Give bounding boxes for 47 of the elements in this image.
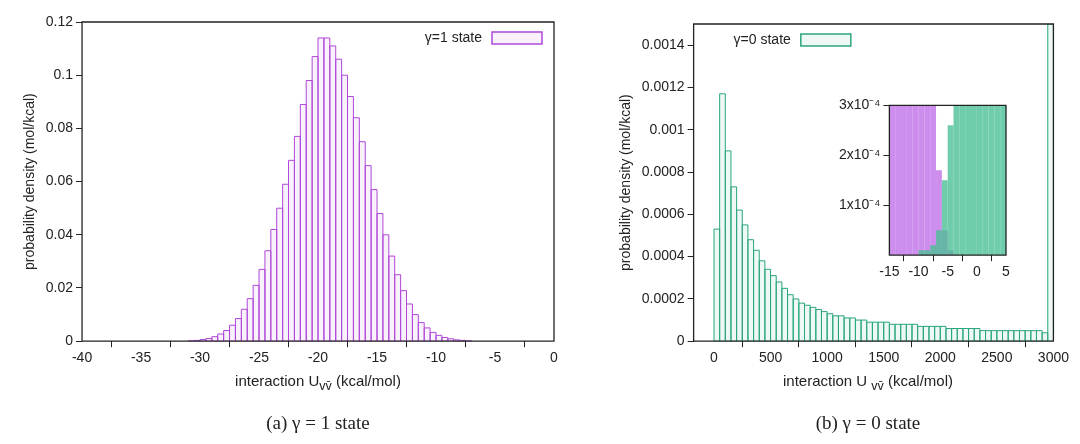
y-tick-label: 3x10⁻⁴ bbox=[839, 96, 881, 113]
legend-label: γ=1 state bbox=[424, 28, 483, 45]
text: (a) γ = 1 state bbox=[265, 412, 371, 434]
y-tick-label: 0.0004 bbox=[641, 247, 685, 264]
x-tick-label: 3000 bbox=[1037, 349, 1070, 366]
y-tick-label: 0.0012 bbox=[641, 78, 685, 95]
y-tick-label: 0 bbox=[676, 332, 685, 349]
y-axis-title: probability density (mol/kcal) bbox=[617, 94, 634, 271]
y-tick-label: 0 bbox=[65, 332, 74, 349]
x-tick-label: 5 bbox=[1002, 263, 1011, 280]
x-tick-label: -10 bbox=[425, 349, 447, 366]
x-tick-label: 2500 bbox=[981, 349, 1013, 366]
y-tick-label: 0.02 bbox=[45, 278, 74, 295]
x-axis-title: interaction U $_{vv̄}$ (kcal/mol) bbox=[781, 372, 954, 393]
y-tick-label: 1x10⁻⁴ bbox=[839, 196, 881, 213]
x-tick-label: -15 bbox=[366, 349, 388, 366]
x-tick-label: 0 bbox=[972, 263, 981, 280]
x-tick-label: 1500 bbox=[868, 349, 900, 366]
x-tick-label: -5 bbox=[488, 349, 502, 366]
legend-label: γ=0 state bbox=[733, 30, 792, 47]
x-tick-label: 1000 bbox=[811, 349, 843, 366]
y-tick-label: 2x10⁻⁴ bbox=[839, 146, 881, 163]
y-tick-label: 0.0008 bbox=[641, 162, 685, 179]
x-tick-label: -15 bbox=[879, 263, 900, 280]
y-tick-label: 0.04 bbox=[45, 225, 74, 242]
x-tick-label: 0 bbox=[710, 349, 719, 366]
y-tick-label: 0.08 bbox=[45, 119, 74, 136]
text: (b) γ = 0 state bbox=[814, 412, 922, 434]
x-tick-label: 2000 bbox=[924, 349, 957, 366]
x-tick-label: -10 bbox=[908, 263, 929, 280]
x-tick-label: 500 bbox=[758, 349, 783, 366]
y-axis-title: probability density (mol/kcal) bbox=[21, 93, 38, 270]
x-tick-label: -35 bbox=[130, 349, 152, 366]
y-tick-label: 0.001 bbox=[649, 120, 685, 137]
x-tick-label: -40 bbox=[71, 349, 93, 366]
y-tick-label: 0.0014 bbox=[641, 36, 685, 53]
y-tick-label: 0.12 bbox=[45, 12, 74, 29]
x-axis-title: interaction U$_{vv̄}$ (kcal/mol) bbox=[234, 372, 402, 393]
y-tick-label: 0.0006 bbox=[641, 205, 685, 222]
x-tick-label: 0 bbox=[550, 349, 559, 366]
x-tick-label: -25 bbox=[248, 349, 270, 366]
x-tick-label: -5 bbox=[941, 263, 955, 280]
x-tick-label: -20 bbox=[307, 349, 329, 366]
y-tick-label: 0.1 bbox=[53, 66, 74, 83]
y-tick-label: 0.06 bbox=[45, 172, 74, 189]
x-tick-label: -30 bbox=[189, 349, 211, 366]
y-tick-label: 0.0002 bbox=[641, 289, 685, 306]
